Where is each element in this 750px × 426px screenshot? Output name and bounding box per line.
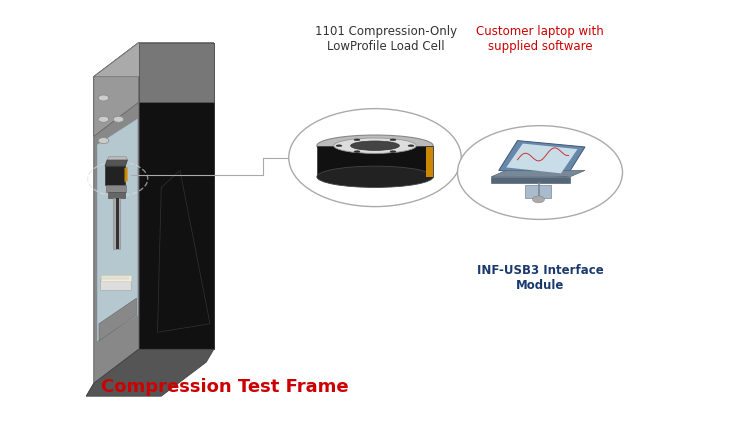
- Polygon shape: [107, 157, 128, 160]
- Ellipse shape: [390, 151, 396, 153]
- Ellipse shape: [316, 135, 434, 156]
- Polygon shape: [124, 167, 128, 182]
- Polygon shape: [491, 177, 570, 183]
- Polygon shape: [100, 279, 131, 290]
- Polygon shape: [491, 170, 585, 177]
- Text: Compression Test Frame: Compression Test Frame: [101, 378, 349, 396]
- Polygon shape: [94, 43, 214, 77]
- Ellipse shape: [316, 166, 434, 187]
- Ellipse shape: [336, 145, 342, 147]
- Polygon shape: [86, 349, 214, 396]
- Polygon shape: [525, 185, 551, 198]
- Circle shape: [113, 116, 124, 122]
- Polygon shape: [100, 275, 130, 281]
- Polygon shape: [426, 147, 433, 177]
- Ellipse shape: [350, 141, 399, 150]
- Ellipse shape: [354, 139, 360, 141]
- Polygon shape: [94, 43, 139, 383]
- Circle shape: [98, 95, 109, 101]
- Text: INF-USB3 Interface
Module: INF-USB3 Interface Module: [477, 264, 603, 292]
- Polygon shape: [139, 43, 214, 349]
- Text: 1101 Compression-Only
LowProfile Load Cell: 1101 Compression-Only LowProfile Load Ce…: [315, 25, 458, 53]
- Polygon shape: [113, 198, 120, 249]
- Polygon shape: [94, 43, 214, 77]
- Circle shape: [98, 138, 109, 144]
- Circle shape: [98, 116, 109, 122]
- Ellipse shape: [354, 151, 360, 153]
- Polygon shape: [108, 192, 124, 198]
- Circle shape: [532, 196, 544, 203]
- Polygon shape: [499, 141, 585, 177]
- Polygon shape: [116, 198, 118, 249]
- Polygon shape: [94, 43, 139, 136]
- Polygon shape: [506, 144, 578, 173]
- Polygon shape: [105, 160, 128, 166]
- Polygon shape: [105, 166, 125, 185]
- Polygon shape: [316, 146, 434, 177]
- Polygon shape: [139, 43, 214, 102]
- Ellipse shape: [390, 139, 396, 141]
- Polygon shape: [86, 349, 139, 396]
- Circle shape: [289, 109, 461, 207]
- Circle shape: [458, 126, 622, 219]
- Polygon shape: [99, 298, 136, 341]
- Text: Customer laptop with
supplied software: Customer laptop with supplied software: [476, 25, 604, 53]
- Ellipse shape: [334, 138, 416, 153]
- Polygon shape: [106, 185, 126, 192]
- Ellipse shape: [408, 145, 414, 147]
- Polygon shape: [158, 170, 210, 332]
- Polygon shape: [98, 119, 137, 341]
